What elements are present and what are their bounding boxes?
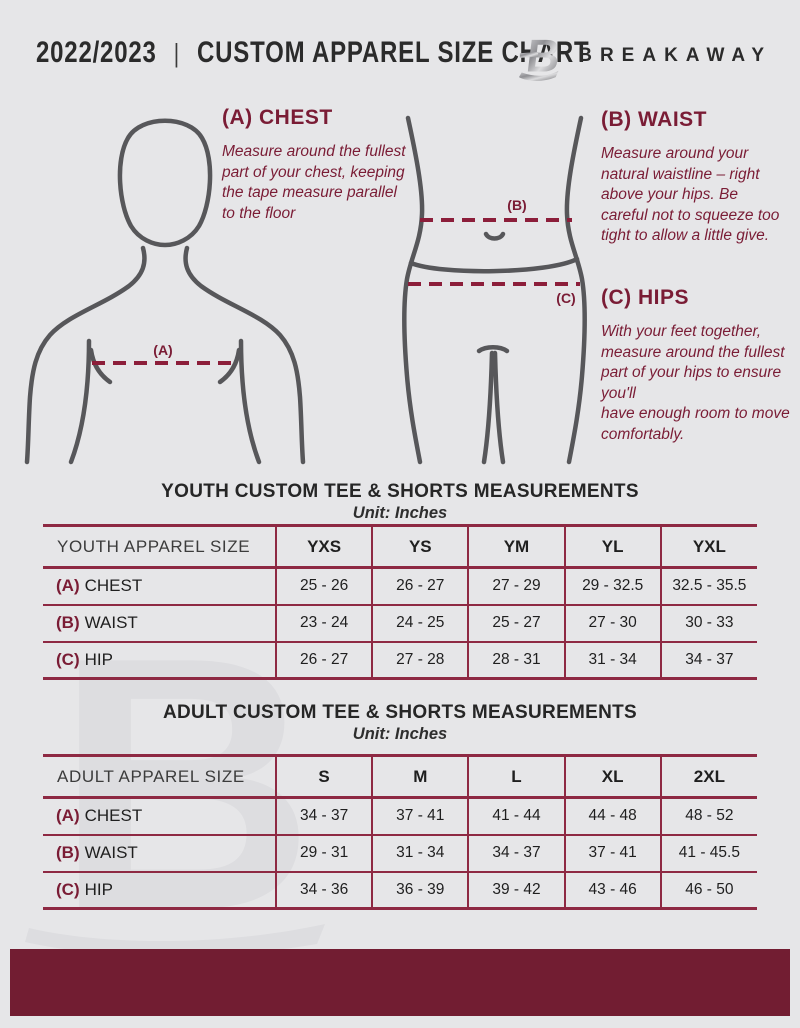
row-label-chest: (A) CHEST: [43, 796, 276, 835]
adult-header-row: ADULT APPAREL SIZE S M L XL 2XL: [43, 755, 757, 799]
row-title: HIP: [84, 879, 113, 899]
footer-bar: [10, 949, 790, 1016]
youth-header-row: YOUTH APPAREL SIZE YXS YS YM YL YXL: [43, 525, 757, 569]
cell-value: 31 - 34: [371, 833, 469, 872]
cell-value: 34 - 37: [274, 796, 373, 835]
row-prefix: (B): [56, 843, 80, 862]
measurement-dashed-lines: [92, 218, 580, 365]
adult-size-column-header: ADULT APPAREL SIZE: [43, 755, 276, 799]
size-header-l: L: [467, 755, 565, 799]
cell-value: 26 - 27: [274, 640, 373, 679]
cell-value: 36 - 39: [371, 870, 469, 909]
size-header-yl: YL: [563, 525, 661, 569]
row-prefix: (C): [56, 649, 80, 669]
chest-description: Measure around the fullest part of your …: [222, 143, 406, 222]
brand-logo: B BREAKAWAY: [518, 28, 772, 84]
header-divider: |: [173, 38, 180, 68]
table-row-youth-hip: (C) HIP 26 - 27 27 - 28 28 - 31 31 - 34 3…: [43, 640, 757, 679]
row-prefix: (A): [56, 576, 80, 596]
row-prefix: (B): [56, 613, 80, 632]
row-label-hip: (C) HIP: [43, 870, 276, 909]
cell-value: 41 - 45.5: [659, 833, 757, 872]
row-title: CHEST: [84, 806, 143, 826]
waist-description: Measure around your natural waistline – …: [601, 145, 780, 245]
cell-value: 41 - 44: [467, 796, 565, 835]
cell-value: 28 - 31: [467, 640, 565, 679]
cell-value: 39 - 42: [467, 870, 565, 909]
hips-description: With your feet together, measure around …: [601, 323, 790, 444]
cell-value: 27 - 28: [371, 640, 469, 679]
cell-value: 25 - 26: [274, 566, 373, 605]
breakaway-monogram-icon: B: [519, 30, 563, 82]
row-label-waist: (B) WAIST: [43, 833, 276, 872]
cell-value: 26 - 27: [371, 566, 469, 605]
torso-figure: [24, 118, 306, 465]
chest-line-label: (A): [153, 342, 172, 358]
cell-value: 44 - 48: [563, 796, 661, 835]
cell-value: 27 - 29: [467, 566, 565, 605]
row-prefix: (A): [56, 806, 80, 826]
row-label-chest: (A) CHEST: [43, 566, 276, 605]
cell-value: 30 - 33: [659, 603, 757, 642]
adult-size-table: ADULT APPAREL SIZE S M L XL 2XL (A) CHEST…: [43, 754, 757, 910]
cell-value: 29 - 32.5: [563, 566, 661, 605]
size-header-s: S: [274, 755, 373, 799]
cell-value: 34 - 36: [274, 870, 373, 909]
waist-heading: (B) WAIST: [601, 108, 707, 131]
cell-value: 34 - 37: [467, 833, 565, 872]
hips-instruction-section: (C) HIPS With your feet together, measur…: [601, 286, 793, 446]
chest-instruction-section: (A) CHEST Measure around the fullest par…: [222, 106, 412, 224]
row-label-hip: (C) HIP: [43, 640, 276, 679]
youth-size-column-header: YOUTH APPAREL SIZE: [43, 525, 276, 569]
cell-value: 37 - 41: [371, 796, 469, 835]
row-title: WAIST: [84, 613, 138, 632]
table-row-youth-chest: (A) CHEST 25 - 26 26 - 27 27 - 29 29 - 32…: [43, 566, 757, 605]
waist-instruction-section: (B) WAIST Measure around your natural wa…: [601, 108, 781, 247]
size-header-yxs: YXS: [274, 525, 373, 569]
cell-value: 37 - 41: [563, 833, 661, 872]
size-header-2xl: 2XL: [659, 755, 757, 799]
cell-value: 48 - 52: [659, 796, 757, 835]
page-title: CUSTOM APPAREL SIZE CHART: [197, 36, 590, 69]
size-header-ys: YS: [371, 525, 469, 569]
waist-line-label: (B): [507, 197, 526, 213]
table-row-adult-chest: (A) CHEST 34 - 37 37 - 41 41 - 44 44 - 48…: [43, 796, 757, 835]
size-header-yxl: YXL: [659, 525, 757, 569]
cell-value: 29 - 31: [274, 833, 373, 872]
size-header-m: M: [371, 755, 469, 799]
hips-heading: (C) HIPS: [601, 286, 689, 309]
youth-table-title: YOUTH CUSTOM TEE & SHORTS MEASUREMENTS: [161, 481, 639, 502]
page-header: 2022/2023 | CUSTOM APPAREL SIZE CHART: [36, 36, 728, 70]
youth-size-table: YOUTH APPAREL SIZE YXS YS YM YL YXL (A) C…: [43, 524, 757, 680]
hips-figure: [402, 115, 587, 465]
cell-value: 24 - 25: [371, 603, 469, 642]
cell-value: 43 - 46: [563, 870, 661, 909]
chest-heading: (A) CHEST: [222, 106, 333, 129]
row-title: HIP: [84, 649, 113, 669]
adult-table-title: ADULT CUSTOM TEE & SHORTS MEASUREMENTS: [162, 702, 638, 723]
cell-value: 34 - 37: [659, 640, 757, 679]
row-prefix: (C): [56, 879, 80, 899]
brand-name: BREAKAWAY: [578, 45, 772, 66]
size-header-xl: XL: [563, 755, 661, 799]
cell-value: 32.5 - 35.5: [659, 566, 757, 605]
hips-line-label: (C): [556, 290, 575, 306]
row-label-waist: (B) WAIST: [43, 603, 276, 642]
cell-value: 25 - 27: [467, 603, 565, 642]
youth-table-unit: Unit: Inches: [352, 504, 448, 522]
table-row-youth-waist: (B) WAIST 23 - 24 24 - 25 25 - 27 27 - 30…: [43, 603, 757, 642]
row-title: WAIST: [84, 843, 138, 862]
row-title: CHEST: [84, 576, 143, 596]
season-label: 2022/2023: [36, 36, 157, 69]
size-header-ym: YM: [467, 525, 565, 569]
cell-value: 31 - 34: [563, 640, 661, 679]
table-row-adult-hip: (C) HIP 34 - 36 36 - 39 39 - 42 43 - 46 4…: [43, 870, 757, 909]
cell-value: 23 - 24: [274, 603, 373, 642]
table-row-adult-waist: (B) WAIST 29 - 31 31 - 34 34 - 37 37 - 41…: [43, 833, 757, 872]
cell-value: 27 - 30: [563, 603, 661, 642]
adult-table-unit: Unit: Inches: [352, 725, 448, 743]
cell-value: 46 - 50: [659, 870, 757, 909]
measurement-figures: (A) (B) (C): [24, 115, 587, 465]
